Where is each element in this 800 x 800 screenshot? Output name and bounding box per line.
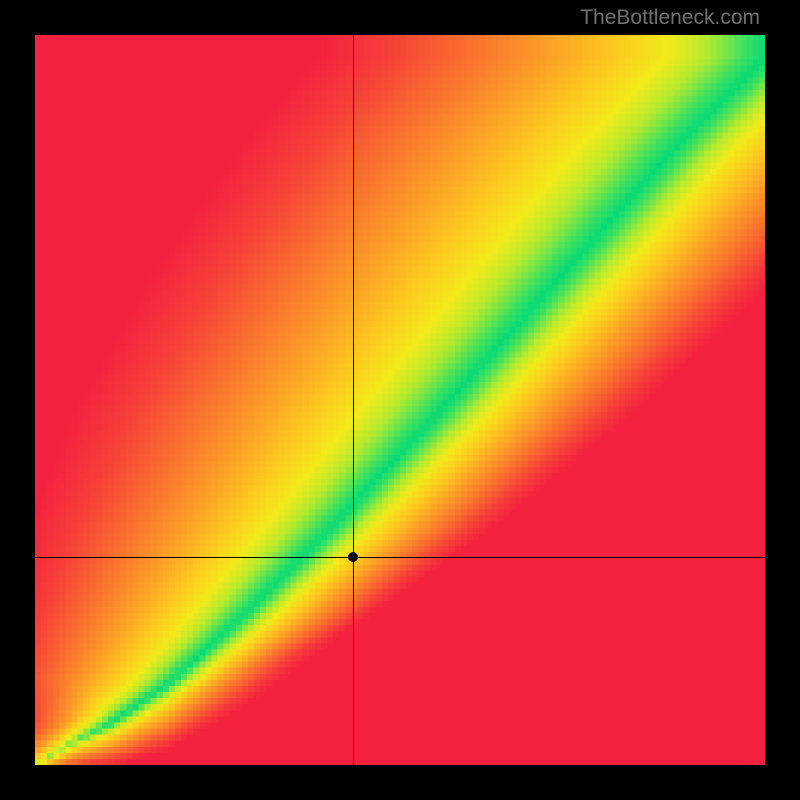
bottleneck-heatmap (35, 35, 765, 765)
crosshair-horizontal (35, 557, 765, 558)
crosshair-vertical (353, 35, 354, 765)
watermark-text: TheBottleneck.com (580, 6, 760, 30)
heatmap-canvas (35, 35, 765, 765)
crosshair-marker (348, 552, 358, 562)
